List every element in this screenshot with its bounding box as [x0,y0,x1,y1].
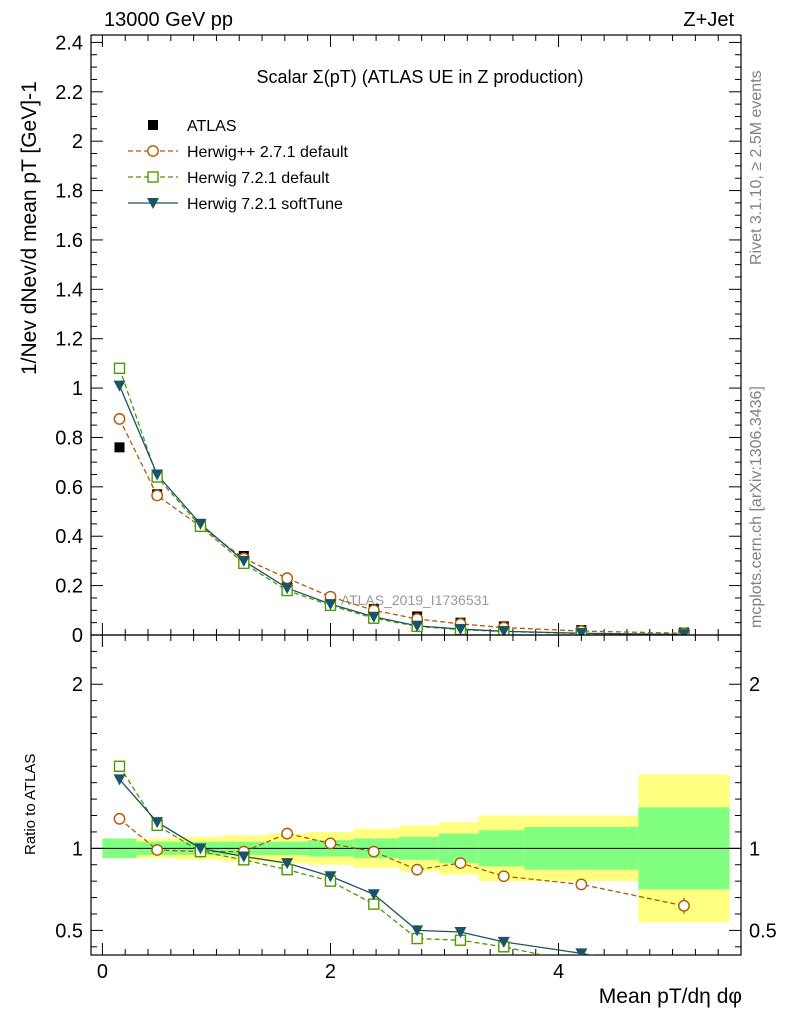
x-tick-label: 2 [325,961,336,983]
y-tick-label: 1.6 [55,230,83,252]
data-point [194,518,207,530]
ratio-y-tick-label-right: 0.5 [749,920,777,942]
ratio-point [237,851,250,863]
header-left: 13000 GeV pp [104,9,233,31]
ratio-point [454,857,467,870]
data-point [497,626,510,635]
ratio-point [497,936,510,948]
ratio-point [281,858,294,870]
data-point [281,572,294,585]
ratio-y-tick-label: 1 [72,838,83,860]
ratio-point [368,898,380,910]
main-series [113,362,690,635]
legend-marker [147,171,159,183]
legend-label: ATLAS [187,118,237,135]
ratio-panel: 0 2 4 0.5 0.5 1 1 2 2 [55,634,777,985]
y-tick-label: 1.4 [55,279,83,301]
ratio-point [151,844,164,856]
rivet-label: Rivet 3.1.10, ≥ 2.5M events [748,70,765,265]
ratio-point [678,899,690,912]
ratio-y-tick-label-right: 1 [749,838,760,860]
ratio-point [194,843,207,855]
ratio-point [367,889,380,901]
y-tick-label: 1.8 [55,181,83,203]
data-point [151,469,164,481]
ratio-point [324,837,337,850]
ratio-point [367,845,380,858]
data-point [411,620,424,632]
ratio-point [679,975,689,985]
ratio-point [113,774,126,786]
ratio-point [113,812,126,825]
y-tick-label: 2 [72,131,83,153]
ratio-point [576,958,586,968]
legend-marker [148,120,158,130]
legend-label: Herwig++ 2.7.1 default [187,144,349,161]
x-tick-label: 4 [553,961,564,983]
ratio-y-tick-label-right: 2 [749,674,760,696]
y-tick-label: 2.2 [55,82,83,104]
ratio-point [497,870,510,883]
ratio-y-axis-label: Ratio to ATLAS [22,753,39,855]
ratio-y-tick-label: 2 [72,674,83,696]
data-point [324,599,337,611]
mcplots-label: mcplots.cern.ch [arXiv:1306.3436] [748,386,765,628]
ratio-series [113,760,690,985]
legend-marker [147,198,159,209]
data-point [113,362,126,375]
ratio-point [678,966,690,977]
ratio-frame [90,634,742,956]
legend: ATLAS Herwig++ 2.7.1 default Herwig 7.2.1 … [128,118,349,213]
data-point [113,413,126,425]
y-axis-label: 1/Nev dNev/d mean pT [GeV]-1 [18,81,41,375]
main-panel: 0 0.2 0.4 0.6 0.8 1 1.2 1.4 1.6 1.8 2 2.2 2.4 Scalar … [55,32,742,955]
data-point [367,611,380,623]
x-axis-label: Mean pT/dη dφ [598,985,742,1008]
ratio-line [119,778,595,955]
y-tick-label: 2.4 [55,32,83,54]
ratio-point [411,925,424,937]
legend-marker [147,145,159,157]
series-line [118,418,684,634]
ratio-line [119,818,685,907]
legend-label: Herwig 7.2.1 softTune [187,196,343,213]
y-tick-label: 0.6 [55,477,83,499]
ratio-y-tick-label: 0.5 [55,920,83,942]
ratio-point [575,948,588,955]
data-point [575,628,588,635]
y-tick-label: 0 [72,625,83,647]
y-tick-label: 0.4 [55,526,83,548]
data-point [454,624,467,635]
data-point [114,442,125,453]
ratio-point [151,817,164,829]
ratio-point [281,827,294,840]
x-tick-label: 0 [97,961,108,983]
y-tick-label: 0.2 [55,576,83,598]
chart-title: Scalar Σ(pT) (ATLAS UE in Z production) [257,67,584,87]
data-point [677,629,690,635]
data-point [113,380,126,392]
legend-label: Herwig 7.2.1 default [187,170,330,187]
ratio-point [324,871,337,883]
data-point [281,583,294,595]
data-point [237,555,250,567]
series-line [118,385,684,635]
ratio-point [411,863,424,876]
ratio-point [575,878,588,891]
ratio-line [118,765,546,955]
y-tick-label: 0.8 [55,427,83,449]
header-right: Z+Jet [683,9,734,31]
ratio-point [113,760,126,772]
analysis-watermark: ATLAS_2019_I1736531 [341,592,490,608]
ratio-point [454,927,467,939]
data-point [151,489,164,502]
y-tick-label: 1 [72,378,83,400]
y-tick-label: 1.2 [55,329,83,351]
